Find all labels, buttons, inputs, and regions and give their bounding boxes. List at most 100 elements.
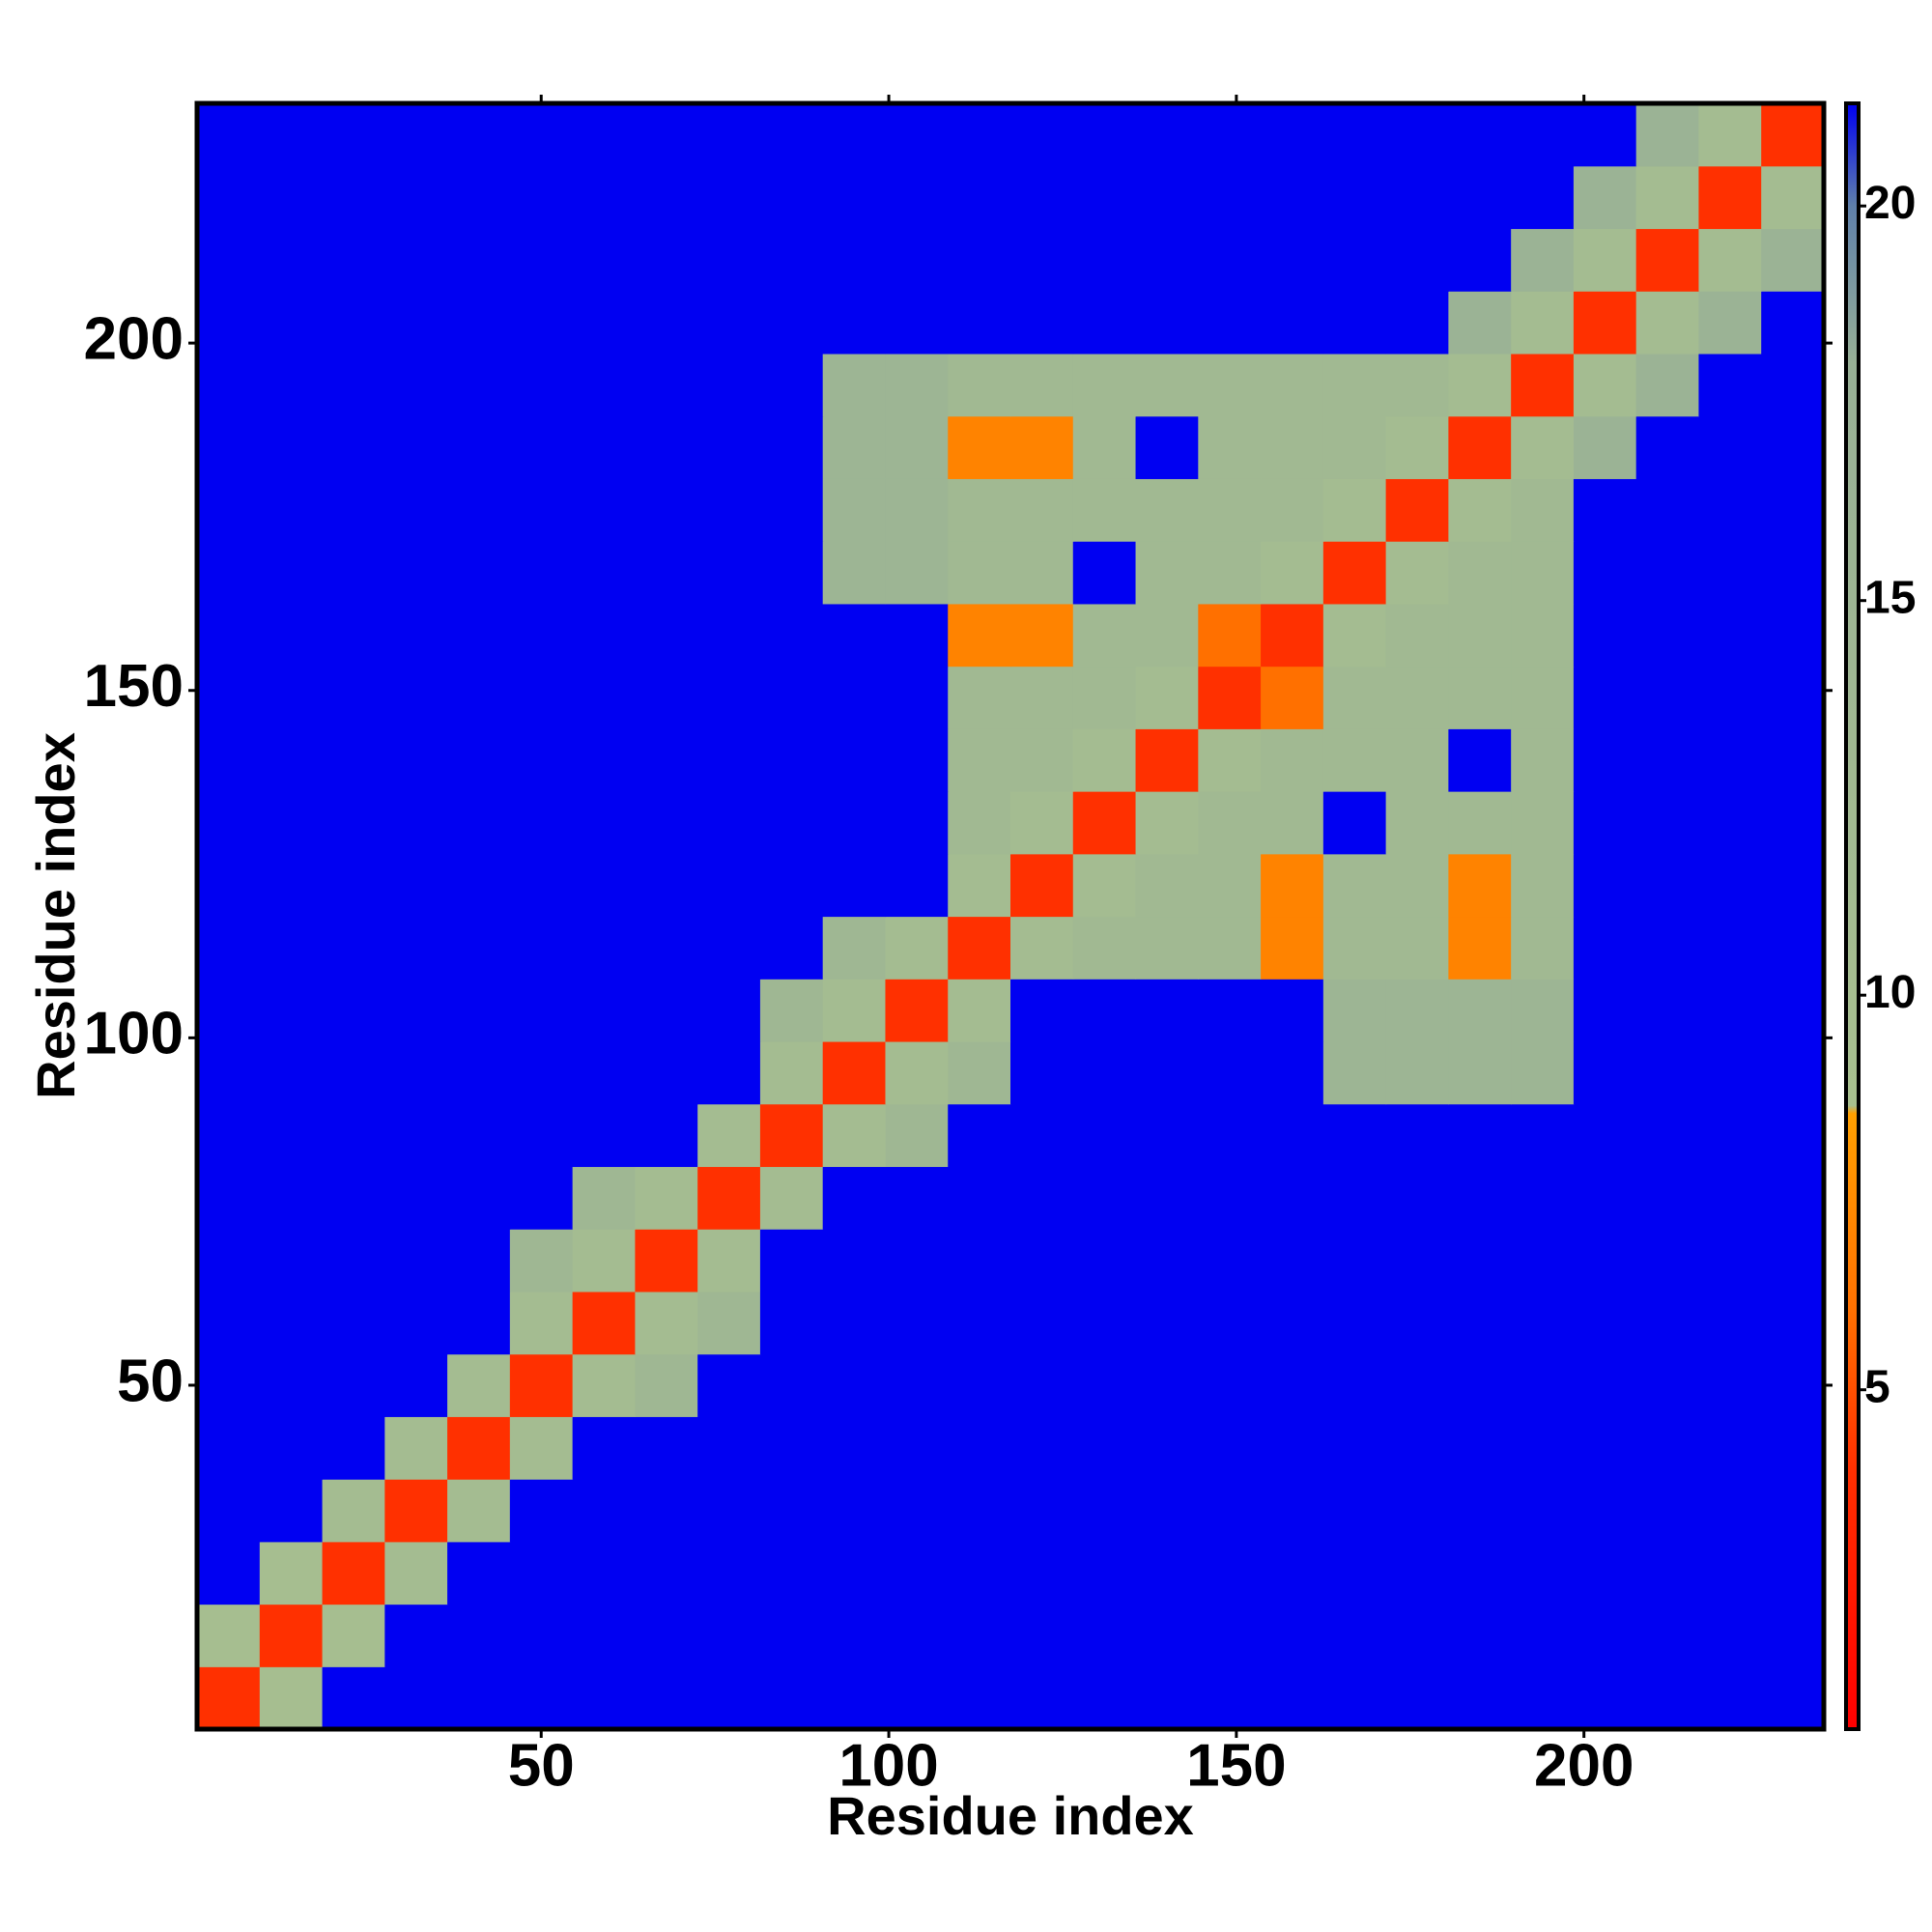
heatmap-cell (1761, 1353, 1825, 1417)
heatmap-cell (1573, 1416, 1637, 1480)
heatmap-cell (759, 103, 824, 167)
heatmap-cell (447, 1604, 511, 1667)
heatmap-cell (1261, 165, 1324, 230)
heatmap-cell (1448, 291, 1512, 355)
heatmap-cell (1573, 1541, 1637, 1605)
heatmap-cell (697, 666, 761, 729)
heatmap-cell (1072, 1604, 1137, 1667)
heatmap-cell (384, 103, 448, 167)
heatmap-cell (1198, 728, 1262, 792)
heatmap-cell (1573, 478, 1637, 542)
heatmap-cell (1385, 353, 1449, 417)
heatmap-cell (1198, 603, 1262, 668)
heatmap-cell (1072, 541, 1137, 605)
heatmap-cell (1261, 1229, 1324, 1293)
heatmap-cell (1635, 1666, 1700, 1730)
heatmap-cell (1448, 541, 1512, 605)
heatmap-cell (697, 415, 761, 479)
heatmap-cell (635, 353, 698, 417)
heatmap-cell (197, 415, 261, 479)
heatmap-cell (1573, 291, 1637, 355)
heatmap-cell (447, 979, 511, 1042)
heatmap-cell (1322, 541, 1387, 605)
heatmap-cell (697, 478, 761, 542)
heatmap-cell (759, 979, 824, 1042)
heatmap-cell (1761, 1479, 1825, 1543)
heatmap-cell (322, 1291, 385, 1355)
heatmap-cell (1198, 791, 1262, 855)
heatmap-cell (509, 1416, 574, 1480)
heatmap-cell (635, 541, 698, 605)
heatmap-cell (1135, 1541, 1199, 1605)
heatmap-cell (1761, 291, 1825, 355)
heatmap-cell (1573, 415, 1637, 479)
heatmap-cell (259, 1291, 324, 1355)
heatmap-cell (322, 853, 385, 918)
heatmap-cell (759, 1229, 824, 1293)
heatmap-cell (697, 979, 761, 1042)
heatmap-cell (1198, 1666, 1262, 1730)
heatmap-cell (635, 415, 698, 479)
heatmap-cell (1511, 478, 1575, 542)
heatmap-cell (948, 478, 1011, 542)
heatmap-cell (1761, 165, 1825, 230)
heatmap-cell (885, 666, 949, 729)
heatmap-cell (1511, 1166, 1575, 1230)
heatmap-cell (572, 791, 636, 855)
colorbar-tick-label: 20 (1864, 178, 1916, 229)
heatmap-cell (759, 791, 824, 855)
heatmap-cell (572, 1479, 636, 1543)
y-tick-label: 200 (84, 306, 184, 373)
heatmap-cell (635, 291, 698, 355)
heatmap-cell (1573, 666, 1637, 729)
heatmap-cell (948, 979, 1011, 1042)
heatmap-cell (197, 1416, 261, 1480)
heatmap-cell (1698, 916, 1762, 980)
heatmap-cell (1385, 478, 1449, 542)
heatmap-cell (384, 541, 448, 605)
heatmap-cell (759, 541, 824, 605)
heatmap-cell (1635, 1604, 1700, 1667)
heatmap-cell (635, 1541, 698, 1605)
heatmap-cell (1635, 291, 1700, 355)
heatmap-cell (1511, 353, 1575, 417)
heatmap-cell (1761, 415, 1825, 479)
x-tick-label: 100 (838, 1732, 938, 1799)
heatmap-cell (1635, 1040, 1700, 1105)
heatmap-cell (1511, 1479, 1575, 1543)
heatmap-cell (322, 1541, 385, 1605)
heatmap-cell (1135, 1416, 1199, 1480)
heatmap-cell (1761, 1229, 1825, 1293)
heatmap-cell (1261, 541, 1324, 605)
heatmap-cell (1511, 1353, 1575, 1417)
heatmap-cell (447, 1353, 511, 1417)
heatmap-cell (635, 1291, 698, 1355)
heatmap-cell (1573, 1229, 1637, 1293)
heatmap-cell (1761, 1103, 1825, 1168)
heatmap-cell (447, 478, 511, 542)
heatmap-cell (1448, 353, 1512, 417)
heatmap-cell (259, 603, 324, 668)
heatmap-cell (1198, 353, 1262, 417)
heatmap-cell (1010, 353, 1074, 417)
heatmap-cell (1698, 979, 1762, 1042)
heatmap-cell (822, 728, 887, 792)
heatmap-cell (1385, 228, 1449, 292)
heatmap-cell (697, 1541, 761, 1605)
heatmap-cell (1198, 1229, 1262, 1293)
heatmap-cell (384, 1040, 448, 1105)
heatmap-cell (1198, 1541, 1262, 1605)
heatmap-cell (1698, 1353, 1762, 1417)
heatmap-cell (1511, 979, 1575, 1042)
heatmap-cell (1448, 979, 1512, 1042)
heatmap-cell (1135, 478, 1199, 542)
heatmap-cell (1761, 541, 1825, 605)
heatmap-cell (1511, 228, 1575, 292)
heatmap-cell (885, 1541, 949, 1605)
heatmap-cell (1385, 291, 1449, 355)
heatmap-cell (1635, 353, 1700, 417)
heatmap-cell (259, 1479, 324, 1543)
heatmap-cell (759, 1353, 824, 1417)
heatmap-cell (384, 853, 448, 918)
heatmap-cell (1573, 1103, 1637, 1168)
